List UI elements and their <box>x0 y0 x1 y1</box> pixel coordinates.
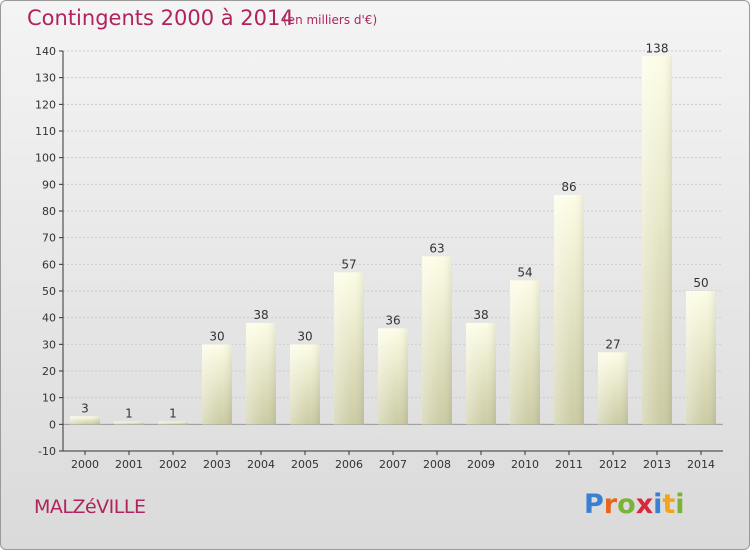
bar-shade <box>70 416 100 425</box>
bar-shade <box>466 323 496 425</box>
logo-letter: i <box>653 489 663 520</box>
y-tick-label: 140 <box>35 45 56 58</box>
data-label: 138 <box>646 41 669 55</box>
data-label: 54 <box>517 265 532 279</box>
chart-title: Contingents 2000 à 2014 <box>27 6 294 30</box>
x-tick-label: 2003 <box>203 458 231 471</box>
bar-shade <box>422 256 452 425</box>
town-name: MALZéVILLE <box>34 496 146 518</box>
y-tick-label: 50 <box>42 285 56 298</box>
data-label: 57 <box>341 257 356 271</box>
data-label: 3 <box>81 401 89 415</box>
x-tick-label: 2002 <box>159 458 187 471</box>
bar-shade <box>598 352 628 425</box>
grid-lines <box>63 50 723 452</box>
data-label: 63 <box>429 241 444 255</box>
y-tick-label: 20 <box>42 365 56 378</box>
y-tick-label: 80 <box>42 205 56 218</box>
y-tick-label: 130 <box>35 72 56 85</box>
logo-letter: P <box>584 489 604 520</box>
bar-shade <box>334 272 364 425</box>
bar-shade <box>114 421 144 425</box>
x-tick-label: 2013 <box>643 458 671 471</box>
x-tick-label: 2012 <box>599 458 627 471</box>
data-label: 50 <box>693 276 708 290</box>
bar-shade <box>378 328 408 425</box>
data-labels: 3 1 1 30 38 30 57 36 63 38 54 86 27 138 50 <box>81 41 708 420</box>
data-label: 36 <box>385 313 400 327</box>
bar-shade <box>554 195 584 425</box>
bar-shade <box>642 56 672 425</box>
logo-letter: i <box>675 489 685 520</box>
proxiti-logo: Proxiti <box>584 489 685 520</box>
y-tick-label: 100 <box>35 152 56 165</box>
y-tick-label: 110 <box>35 125 56 138</box>
chart-subtitle: (en milliers d'€) <box>283 13 378 27</box>
x-tick-label: 2010 <box>511 458 539 471</box>
bar-shade <box>202 344 232 425</box>
y-tick-label: 10 <box>42 392 56 405</box>
y-tick-label: 90 <box>42 178 56 191</box>
bar-shade <box>290 344 320 425</box>
x-tick-label: 2007 <box>379 458 407 471</box>
y-tick-label: 0 <box>49 418 56 431</box>
x-tick-label: 2011 <box>555 458 583 471</box>
x-tick-label: 2009 <box>467 458 495 471</box>
logo-letter: o <box>617 489 636 520</box>
x-tick-label: 2006 <box>335 458 363 471</box>
axes: -100102030405060708090100110120130140200… <box>35 45 723 471</box>
y-tick-label: 60 <box>42 258 56 271</box>
data-label: 38 <box>253 308 268 322</box>
y-tick-label: 120 <box>35 98 56 111</box>
y-tick-label: -10 <box>38 445 56 458</box>
data-label: 30 <box>297 329 312 343</box>
data-label: 30 <box>209 329 224 343</box>
x-tick-label: 2001 <box>115 458 143 471</box>
bar-shade <box>246 323 276 425</box>
logo-letter: x <box>635 489 654 520</box>
bars <box>70 56 716 425</box>
y-tick-label: 30 <box>42 338 56 351</box>
data-label: 1 <box>125 407 133 421</box>
logo-letter: r <box>603 489 618 520</box>
x-tick-label: 2005 <box>291 458 319 471</box>
data-label: 1 <box>169 407 177 421</box>
y-tick-label: 40 <box>42 312 56 325</box>
bar-shade <box>686 291 716 425</box>
data-label: 38 <box>473 308 488 322</box>
x-tick-label: 2008 <box>423 458 451 471</box>
y-tick-label: 70 <box>42 232 56 245</box>
bar-shade <box>158 421 188 425</box>
x-tick-label: 2000 <box>71 458 99 471</box>
x-tick-label: 2014 <box>687 458 715 471</box>
bar-shade <box>510 280 540 425</box>
data-label: 86 <box>561 180 576 194</box>
x-tick-label: 2004 <box>247 458 275 471</box>
data-label: 27 <box>605 337 620 351</box>
logo-letter: t <box>662 489 676 520</box>
